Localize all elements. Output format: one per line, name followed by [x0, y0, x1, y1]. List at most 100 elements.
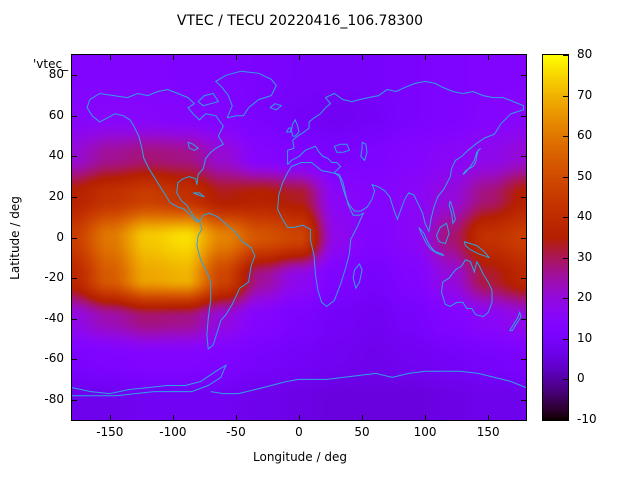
- y-tick-label: 20: [48, 188, 64, 203]
- colorbar-tick-label: 50: [577, 168, 593, 183]
- colorbar-tick-label: 10: [577, 330, 593, 345]
- coastline-antarctica_east: [210, 370, 526, 395]
- tick-mark: [109, 415, 111, 420]
- tick-mark: [563, 55, 568, 56]
- tick-mark: [362, 55, 364, 60]
- tick-mark: [72, 196, 77, 198]
- chart-title: VTEC / TECU 20220416_106.78300: [176, 13, 424, 29]
- x-tick-label: -50: [226, 425, 246, 439]
- tick-mark: [521, 115, 526, 117]
- tick-mark: [235, 55, 237, 60]
- tick-mark: [72, 278, 77, 280]
- tick-mark: [172, 415, 174, 420]
- y-tick-label: 60: [48, 107, 64, 122]
- colorbar-tick-label: 20: [577, 290, 593, 305]
- coastline-new_zealand: [509, 311, 522, 332]
- coastline-sumatra_java: [418, 227, 445, 257]
- tick-mark: [235, 415, 237, 420]
- coastline-overlay: [72, 70, 526, 397]
- tick-mark: [299, 415, 300, 420]
- tick-mark: [362, 415, 364, 420]
- y-tick-label: -60: [44, 351, 64, 366]
- y-tick-label: -80: [44, 391, 64, 406]
- key-label: 'vtec_: [33, 57, 69, 71]
- colorbar-tick-label: 80: [577, 47, 593, 61]
- coastline-ireland: [285, 127, 293, 133]
- tick-mark: [72, 115, 77, 117]
- coastline-south_america: [196, 212, 256, 350]
- tick-mark: [72, 156, 77, 158]
- coastline-great_lakes: [187, 141, 199, 151]
- tick-mark: [72, 359, 77, 361]
- colorbar-tick-label: 40: [577, 209, 593, 224]
- tick-mark: [72, 237, 77, 239]
- x-axis-label: Longitude / deg: [253, 450, 347, 464]
- tick-mark: [521, 75, 526, 77]
- tick-mark: [72, 318, 77, 320]
- tick-mark: [172, 55, 174, 60]
- colorbar: [542, 54, 569, 421]
- coastline-iceland: [269, 103, 283, 111]
- tick-mark: [563, 257, 568, 259]
- tick-mark: [521, 278, 526, 280]
- y-tick-label: 0: [56, 229, 64, 244]
- coastline-africa: [277, 162, 365, 308]
- colorbar-tick-label: -10: [577, 412, 597, 426]
- x-tick-label: 0: [295, 425, 303, 439]
- tick-mark: [72, 75, 77, 77]
- tick-mark: [521, 196, 526, 198]
- plot-area: [71, 54, 527, 421]
- tick-mark: [521, 156, 526, 158]
- x-tick-label: 50: [354, 425, 370, 439]
- y-tick-label: 40: [48, 148, 64, 163]
- colorbar-tick-label: 0: [577, 371, 585, 386]
- coastline-antarctica_west: [72, 364, 227, 397]
- tick-mark: [563, 379, 568, 381]
- tick-mark: [563, 176, 568, 178]
- coastline-caspian_sea: [360, 141, 368, 162]
- coastline-philippines: [448, 200, 456, 225]
- tick-mark: [563, 298, 568, 300]
- coastline-black_sea: [333, 143, 351, 153]
- colorbar-tick-label: 60: [577, 128, 593, 143]
- y-tick-label: -40: [44, 310, 64, 325]
- heatmap-canvas: [72, 55, 526, 420]
- coastline-cuba: [192, 192, 205, 198]
- colorbar-tick-label: 30: [577, 249, 593, 264]
- tick-mark: [563, 338, 568, 340]
- colorbar-canvas: [543, 55, 568, 420]
- tick-mark: [563, 420, 568, 421]
- tick-mark: [72, 399, 77, 401]
- tick-mark: [299, 55, 300, 60]
- tick-mark: [425, 415, 427, 420]
- tick-mark: [521, 359, 526, 361]
- coastline-north_america: [86, 88, 225, 222]
- y-tick-label: 80: [48, 67, 64, 82]
- coastline-baffin: [197, 92, 220, 107]
- x-tick-label: -100: [159, 425, 187, 439]
- coastline-greenland: [214, 70, 277, 119]
- coastline-eurasia: [287, 80, 524, 234]
- coastline-great_britain: [290, 118, 300, 137]
- x-tick-label: 150: [476, 425, 500, 439]
- coastline-borneo: [436, 222, 450, 245]
- tick-mark: [488, 415, 490, 420]
- tick-mark: [521, 237, 526, 239]
- coastline-new_guinea: [463, 241, 490, 259]
- tick-mark: [563, 95, 568, 97]
- tick-mark: [488, 55, 490, 60]
- colorbar-tick-label: 70: [577, 87, 593, 102]
- tick-mark: [109, 55, 111, 60]
- coastline-madagascar: [352, 262, 363, 290]
- coastline-japan: [462, 147, 481, 175]
- tick-mark: [425, 55, 427, 60]
- tick-mark: [563, 217, 568, 219]
- y-tick-label: -20: [44, 270, 64, 285]
- tick-mark: [521, 399, 526, 401]
- x-tick-label: 100: [413, 425, 437, 439]
- x-tick-label: -150: [96, 425, 124, 439]
- tick-mark: [563, 136, 568, 138]
- tick-mark: [521, 318, 526, 320]
- coastline-australia: [440, 259, 493, 318]
